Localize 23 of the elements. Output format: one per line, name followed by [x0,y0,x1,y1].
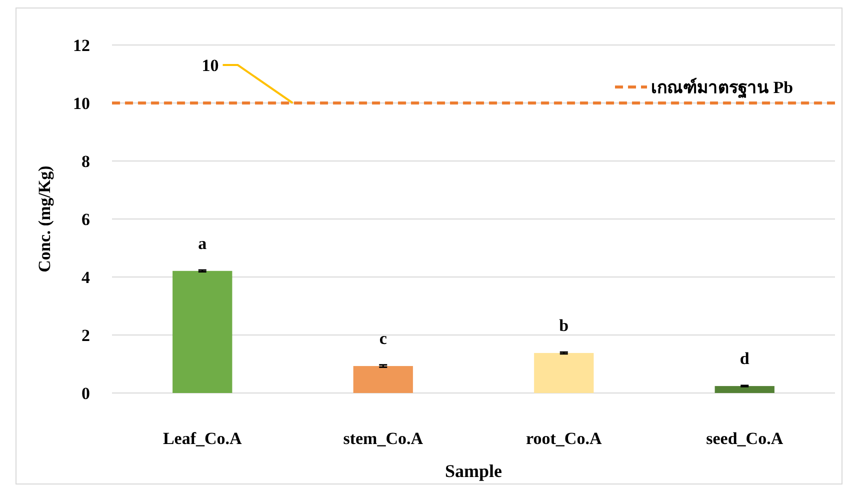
bar [534,352,594,393]
y-tick-label: 8 [82,152,90,171]
y-axis-title: Conc. (mg/Kg) [35,166,54,272]
data-label: b [559,316,569,335]
legend-label: เกณฑ์มาตรฐาน Pb [651,77,794,99]
y-tick-label: 2 [82,326,90,345]
x-tick-label: root_Co.A [526,429,602,448]
bar [172,270,232,393]
bar [714,386,774,393]
x-tick-label: Leaf_Co.A [162,429,243,448]
x-axis-title: Sample [444,461,502,481]
y-tick-label: 10 [73,94,90,113]
data-label: c [379,329,388,348]
y-tick-label: 6 [82,210,90,229]
y-tick-label: 12 [73,36,90,55]
y-tick-label: 0 [82,384,90,403]
bar [353,366,413,393]
y-tick-label: 4 [82,268,90,287]
x-tick-label: seed_Co.A [706,429,784,448]
x-tick-label: stem_Co.A [343,429,424,448]
data-label: d [740,349,750,368]
data-label: a [198,234,208,253]
annotation: 10 [202,56,219,75]
